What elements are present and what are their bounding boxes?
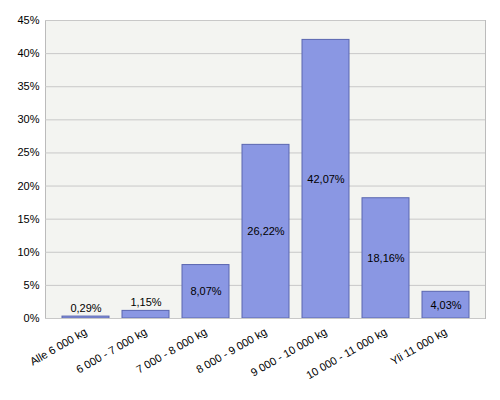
svg-text:40%: 40% [17, 47, 39, 59]
svg-text:6 000 - 7 000 kg: 6 000 - 7 000 kg [73, 325, 149, 376]
svg-text:35%: 35% [17, 80, 39, 92]
svg-text:5%: 5% [24, 279, 40, 291]
svg-text:4,03%: 4,03% [430, 299, 461, 311]
svg-text:25%: 25% [17, 146, 39, 158]
svg-text:10%: 10% [17, 246, 39, 258]
svg-text:Yli 11 000 kg: Yli 11 000 kg [388, 325, 448, 367]
svg-text:1,15%: 1,15% [130, 296, 161, 308]
svg-text:0%: 0% [24, 312, 40, 324]
svg-text:0,29%: 0,29% [70, 302, 101, 314]
svg-text:8 000 - 9 000 kg: 8 000 - 9 000 kg [193, 325, 269, 376]
svg-text:20%: 20% [17, 180, 39, 192]
svg-text:9 000 - 10 000 kg: 9 000 - 10 000 kg [248, 325, 329, 379]
svg-text:18,16%: 18,16% [367, 252, 405, 264]
svg-text:15%: 15% [17, 213, 39, 225]
svg-text:30%: 30% [17, 113, 39, 125]
svg-text:45%: 45% [17, 14, 39, 26]
svg-text:42,07%: 42,07% [307, 173, 345, 185]
svg-text:26,22%: 26,22% [247, 225, 285, 237]
svg-text:Alle 6 000 kg: Alle 6 000 kg [27, 325, 89, 368]
svg-text:10 000 - 11 000 kg: 10 000 - 11 000 kg [304, 325, 389, 381]
svg-text:8,07%: 8,07% [190, 285, 221, 297]
svg-text:7 000 - 8 000 kg: 7 000 - 8 000 kg [133, 325, 209, 376]
